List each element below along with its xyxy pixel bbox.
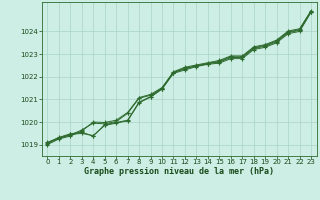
X-axis label: Graphe pression niveau de la mer (hPa): Graphe pression niveau de la mer (hPa): [84, 167, 274, 176]
